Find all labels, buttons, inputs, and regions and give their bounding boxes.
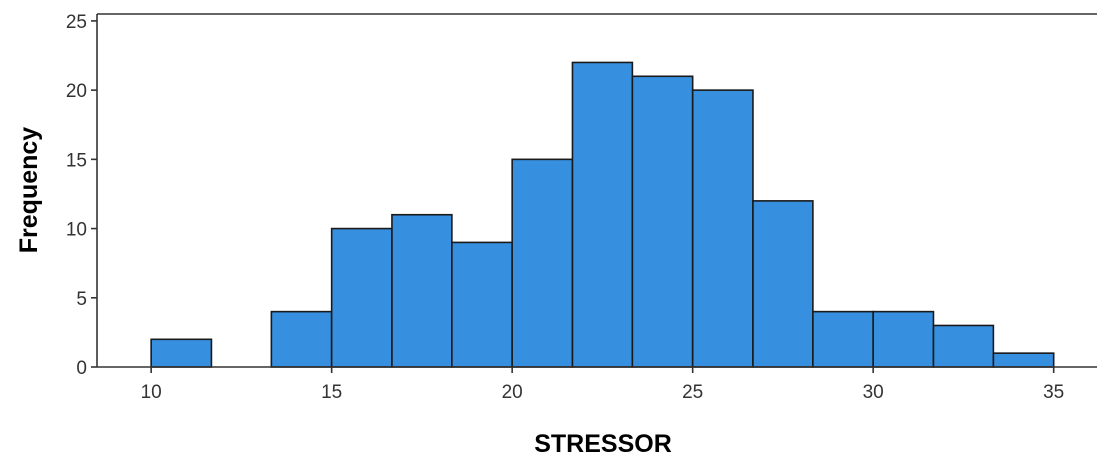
y-tick-label: 25 <box>66 12 87 33</box>
y-tick-label: 0 <box>76 358 87 379</box>
histogram-bar-0 <box>150 338 213 368</box>
histogram-bar-3 <box>330 227 393 368</box>
histogram-bar-9 <box>691 89 754 368</box>
x-tick-label: 35 <box>1043 382 1064 403</box>
y-tick-label: 5 <box>76 289 87 310</box>
x-axis-title: STRESSOR <box>534 430 672 458</box>
y-tick-label: 10 <box>66 220 87 241</box>
histogram-bar-5 <box>451 241 513 368</box>
histogram-bar-12 <box>872 310 935 368</box>
bars-group <box>150 61 1055 368</box>
plot-frame <box>96 13 1097 368</box>
y-axis-ticks: 0 5 10 15 20 25 <box>66 12 97 379</box>
histogram-bar-6 <box>511 158 574 368</box>
histogram-bar-13 <box>932 324 995 368</box>
y-tick-label: 20 <box>66 81 87 102</box>
x-tick-label: 30 <box>863 382 884 403</box>
histogram-bar-2 <box>270 310 333 368</box>
histogram-bar-11 <box>812 310 874 368</box>
x-axis-ticks: 10 15 20 25 30 35 <box>141 367 1064 403</box>
y-axis-title: Frequency <box>15 127 43 254</box>
x-tick-label: 15 <box>321 382 342 403</box>
x-tick-label: 10 <box>141 382 162 403</box>
histogram-bar-7 <box>571 61 634 368</box>
histogram-bar-14 <box>992 352 1055 368</box>
histogram-bar-10 <box>752 200 814 368</box>
x-tick-label: 25 <box>682 382 703 403</box>
y-tick-label: 15 <box>66 150 87 171</box>
x-tick-label: 20 <box>502 382 523 403</box>
histogram-bar-8 <box>631 75 694 368</box>
histogram-bar-4 <box>391 213 453 368</box>
